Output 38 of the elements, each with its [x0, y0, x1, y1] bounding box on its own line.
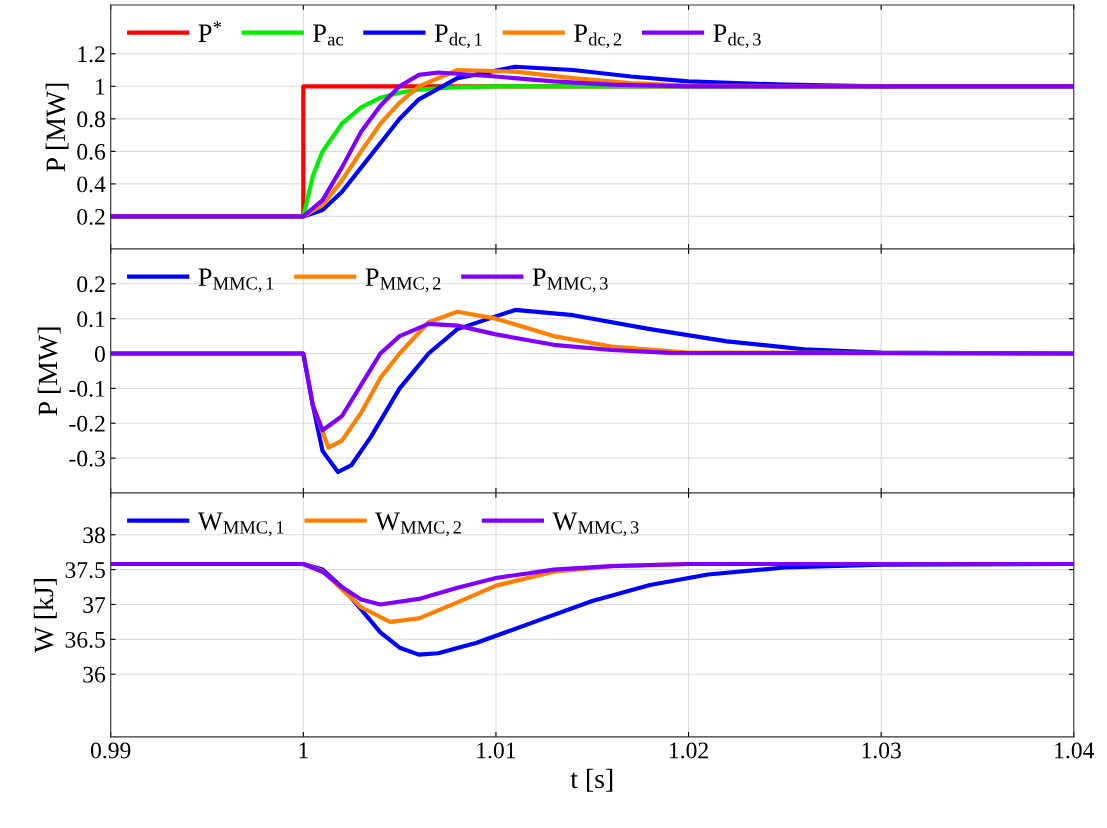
- x-tick-label: 0.99: [90, 742, 131, 759]
- y-tick-label: 36: [83, 666, 106, 683]
- legend-label: P$_{ac}$: [313, 24, 344, 46]
- y-tick-label: 1.2: [78, 46, 105, 63]
- y-tick-label: -0.3: [69, 450, 105, 467]
- y-tick-label: 37: [83, 597, 106, 613]
- y-tick-label: 0.8: [77, 111, 105, 128]
- legend-label: P$^{*}$: [198, 21, 222, 42]
- y-tick-label: -0.2: [69, 415, 105, 432]
- legend-label: P$_{MMC,3}$: [532, 268, 608, 293]
- legend-label: P$_{dc,2}$: [574, 24, 622, 49]
- y-tick-label: 37.5: [65, 562, 105, 579]
- y-axis-title: P [MW]: [37, 327, 61, 416]
- x-tick-label: 1.02: [669, 742, 708, 759]
- x-tick-label: 1.03: [862, 742, 901, 759]
- y-axis-title: P [MW]: [45, 83, 69, 172]
- y-tick-label: 0.1: [77, 311, 105, 328]
- y-tick-label: 0.4: [77, 176, 106, 193]
- y-tick-label: 1: [96, 78, 105, 95]
- x-tick-label: 1.04: [1055, 742, 1095, 759]
- y-tick-label: 0.2: [77, 208, 105, 225]
- legend-label: W$_{MMC,2}$: [375, 512, 461, 537]
- x-axis-title: t [s]: [570, 768, 613, 792]
- x-tick-label: 1.01: [477, 742, 516, 759]
- legend-label: P$_{MMC,1}$: [198, 268, 274, 293]
- legend-label: P$_{dc,3}$: [713, 24, 761, 49]
- legend-label: P$_{MMC,2}$: [365, 268, 441, 293]
- y-tick-label: 38: [83, 527, 105, 544]
- y-tick-label: 0: [94, 346, 105, 362]
- y-tick-label: 0.2: [77, 276, 105, 293]
- x-tick-label: 1: [299, 742, 308, 759]
- y-axis-title: W [kJ]: [33, 579, 57, 653]
- y-tick-label: -0.1: [69, 380, 105, 397]
- y-tick-label: 36.5: [65, 631, 105, 648]
- legend-label: W$_{MMC,1}$: [197, 512, 284, 537]
- legend-label: P$_{dc,1}$: [434, 24, 482, 49]
- legend-label: W$_{MMC,3}$: [552, 512, 639, 537]
- y-tick-label: 0.6: [77, 143, 106, 160]
